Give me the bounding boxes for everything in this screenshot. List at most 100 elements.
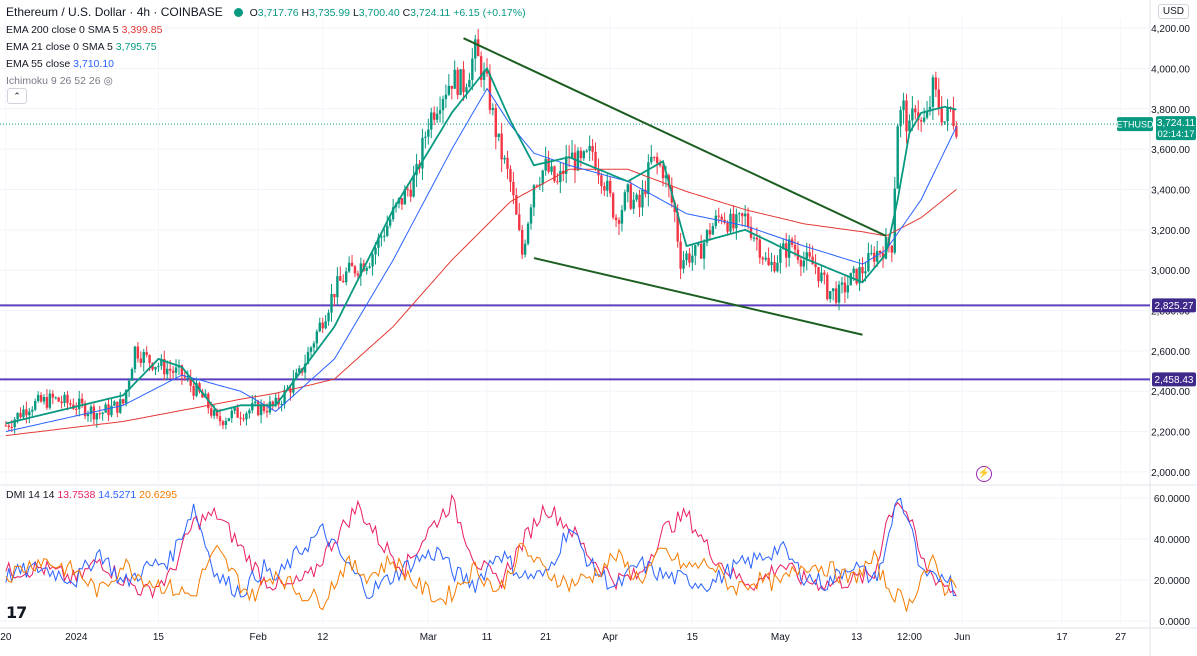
dmi-adx-line — [5, 493, 957, 600]
candle — [579, 147, 583, 167]
candle — [245, 411, 248, 426]
symbol-title[interactable]: Ethereum / U.S. Dollar · 4h · COINBASE — [6, 5, 223, 19]
indicator-ema21[interactable]: EMA 21 close 0 SMA 5 3,795.75 — [6, 41, 157, 53]
collapse-legend-button[interactable]: ⌃ — [7, 88, 27, 104]
candle — [861, 257, 864, 282]
price-tick-label: 2,600.00 — [1151, 347, 1190, 358]
candle — [890, 245, 894, 262]
dmi-plus-value: 13.7538 — [57, 489, 96, 501]
currency-button[interactable]: USD — [1157, 4, 1189, 19]
candle — [224, 417, 228, 430]
candle — [465, 83, 468, 99]
candle — [814, 254, 817, 275]
candle — [230, 406, 233, 423]
indicator-ema55[interactable]: EMA 55 close 3,710.10 — [6, 58, 114, 70]
candle — [559, 161, 562, 194]
candle — [512, 171, 515, 205]
candle — [702, 239, 706, 270]
candle — [544, 146, 547, 176]
tradingview-logo[interactable]: 17 — [6, 603, 27, 622]
time-tick-label: Feb — [250, 632, 268, 643]
candle — [705, 229, 709, 247]
upper-descending-trendline — [463, 37, 887, 237]
candle — [802, 251, 806, 273]
candle — [54, 396, 57, 400]
candle — [626, 183, 630, 203]
candle — [386, 215, 389, 238]
candle — [163, 350, 166, 381]
indicator-ema200[interactable]: EMA 200 close 0 SMA 5 3,399.85 — [6, 24, 163, 36]
candle — [447, 73, 451, 97]
candle — [78, 390, 81, 417]
candle — [846, 275, 850, 299]
candle — [655, 152, 659, 175]
symbol-row[interactable]: Ethereum / U.S. Dollar · 4h · COINBASE O… — [6, 4, 526, 22]
candle — [729, 208, 732, 234]
candle — [312, 341, 316, 353]
dmi-tick-label: 60.0000 — [1154, 494, 1191, 505]
candle — [515, 188, 518, 215]
candle — [28, 407, 31, 424]
candle — [831, 288, 835, 301]
candle — [497, 133, 500, 142]
dmi-minus-value: 14.5271 — [98, 489, 137, 501]
candle — [409, 180, 412, 202]
indicator-ichimoku[interactable]: Ichimoku 9 26 52 26 ◎ — [6, 75, 113, 87]
candle — [767, 247, 770, 267]
candle — [946, 98, 949, 132]
level-tag-label: 2,825.27 — [1155, 301, 1194, 312]
candle — [488, 64, 492, 115]
candle — [570, 139, 574, 158]
candle — [13, 417, 16, 434]
candle — [538, 176, 541, 190]
ema55-line — [5, 87, 957, 433]
price-axis[interactable]: 4,200.00 4,000.00 3,800.00 3,600.00 3,400.00… — [1151, 24, 1190, 479]
lightning-icon[interactable]: ⚡ — [976, 466, 992, 482]
candle — [344, 267, 348, 286]
dmi-adx-value: 20.6295 — [139, 489, 178, 501]
candle — [51, 390, 55, 405]
candle — [474, 34, 477, 72]
candle — [500, 122, 503, 173]
candle — [931, 74, 935, 121]
time-axis[interactable]: 20 2024 15 Feb 12 Mar 11 21 Apr 15 May 13 12:00 Jun 17… — [0, 632, 1126, 643]
dmi-legend[interactable]: DMI 14 14 13.7538 14.5271 20.6295 — [6, 489, 177, 501]
candle — [940, 96, 943, 126]
candle — [617, 217, 621, 235]
price-tick-label: 3,400.00 — [1151, 185, 1190, 196]
candle — [160, 354, 163, 370]
candle — [133, 345, 137, 373]
candle — [638, 189, 641, 218]
candle — [441, 95, 445, 124]
candle — [359, 257, 363, 286]
candle — [679, 232, 682, 279]
candle — [773, 255, 776, 273]
candle — [122, 398, 125, 406]
candle — [92, 403, 96, 425]
candle — [424, 131, 427, 149]
candle — [66, 391, 69, 411]
candle — [523, 239, 527, 258]
ema21-value: 3,795.75 — [115, 41, 157, 53]
candle — [726, 220, 729, 235]
candle — [509, 165, 512, 193]
candle — [556, 173, 559, 185]
candle — [582, 150, 586, 161]
candle — [248, 408, 251, 419]
price-tick-label: 3,600.00 — [1151, 145, 1190, 156]
candle — [875, 240, 879, 267]
candle — [242, 413, 245, 422]
ema55-value: 3,710.10 — [73, 58, 114, 70]
candle — [641, 180, 644, 216]
candle — [476, 29, 480, 57]
candle — [840, 276, 844, 294]
dmi-axis[interactable]: 60.0000 40.0000 20.0000 0.0000 — [1154, 494, 1191, 628]
candle — [39, 392, 43, 403]
candle — [48, 389, 52, 410]
dmi-plus-di-line — [5, 497, 957, 600]
candle — [928, 95, 932, 116]
level-tag — [1152, 372, 1196, 387]
candle — [453, 60, 456, 89]
hidden-eye-icon[interactable]: ◎ — [103, 75, 113, 87]
